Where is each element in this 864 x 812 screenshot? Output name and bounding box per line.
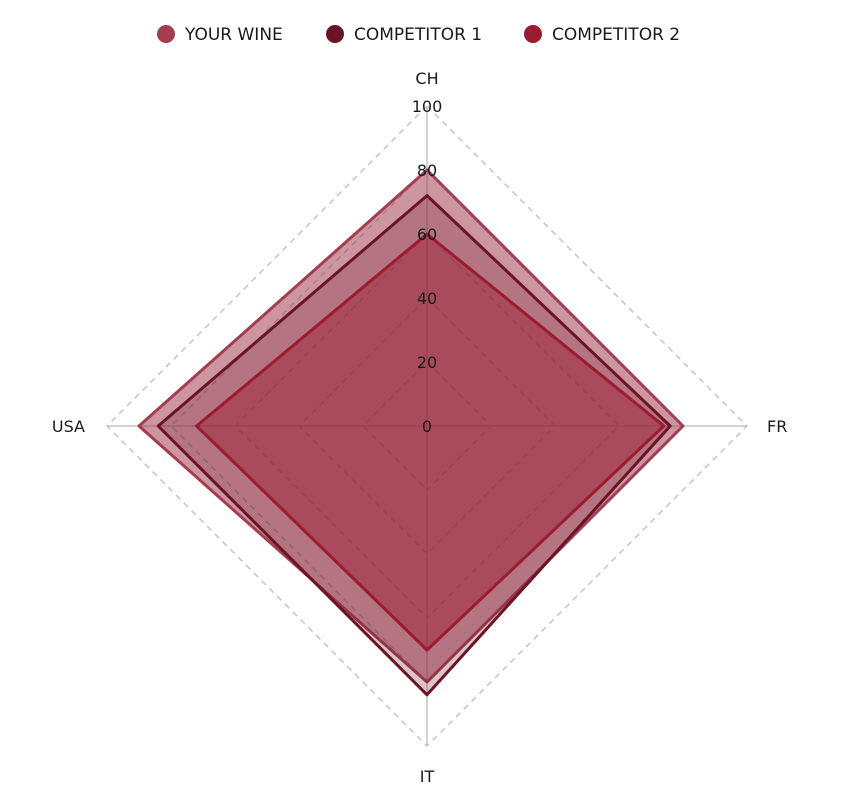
legend-swatch-competitor-1 — [326, 25, 344, 43]
legend-label-competitor-2: COMPETITOR 2 — [552, 25, 680, 45]
axis-label-usa: USA — [52, 417, 85, 436]
legend-item-your-wine[interactable]: YOUR WINE — [157, 25, 283, 45]
legend-item-competitor-1[interactable]: COMPETITOR 1 — [326, 25, 482, 45]
tick-label-60: 60 — [417, 225, 437, 244]
legend-swatch-your-wine — [157, 25, 175, 43]
legend-swatch-competitor-2 — [524, 25, 542, 43]
legend-label-your-wine: YOUR WINE — [184, 25, 283, 45]
series-area-your-wine — [137, 168, 685, 684]
legend-label-competitor-1: COMPETITOR 1 — [354, 25, 482, 45]
tick-label-20: 20 — [417, 353, 437, 372]
tick-label-0: 0 — [422, 417, 432, 436]
legend: YOUR WINE COMPETITOR 1 COMPETITOR 2 — [157, 25, 680, 45]
series-area-competitor-1 — [156, 194, 672, 697]
tick-label-100: 100 — [412, 97, 443, 116]
axis-label-ch: CH — [415, 69, 438, 88]
radar-series — [137, 168, 685, 697]
radial-tick-labels: 0 20 40 60 80 100 — [412, 97, 443, 436]
legend-item-competitor-2[interactable]: COMPETITOR 2 — [524, 25, 680, 45]
axis-label-it: IT — [420, 767, 435, 786]
axis-label-fr: FR — [767, 417, 787, 436]
series-area-competitor-2 — [195, 232, 666, 652]
axis-labels: CH FR IT USA — [52, 69, 787, 786]
tick-label-40: 40 — [417, 289, 437, 308]
tick-label-80: 80 — [417, 161, 437, 180]
